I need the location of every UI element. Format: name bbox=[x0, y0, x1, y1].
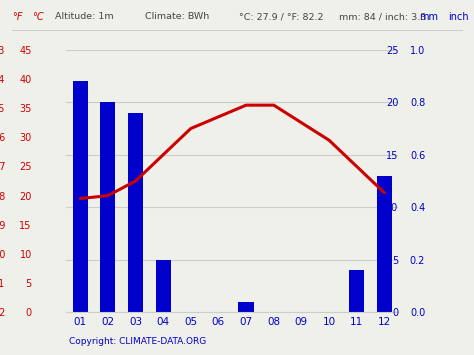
Text: °F: °F bbox=[12, 12, 22, 22]
Bar bbox=[238, 302, 254, 312]
Bar bbox=[100, 102, 116, 312]
Text: inch: inch bbox=[448, 12, 469, 22]
Text: Altitude: 1m: Altitude: 1m bbox=[55, 12, 113, 21]
Text: mm: 84 / inch: 3.3: mm: 84 / inch: 3.3 bbox=[339, 12, 426, 21]
Bar bbox=[377, 176, 392, 312]
Text: Climate: BWh: Climate: BWh bbox=[145, 12, 209, 21]
Text: Copyright: CLIMATE-DATA.ORG: Copyright: CLIMATE-DATA.ORG bbox=[69, 337, 206, 346]
Text: mm: mm bbox=[419, 12, 438, 22]
Bar bbox=[128, 113, 143, 312]
Bar bbox=[73, 81, 88, 312]
Bar bbox=[349, 271, 365, 312]
Bar bbox=[155, 260, 171, 312]
Text: °C: °C bbox=[32, 12, 44, 22]
Text: °C: 27.9 / °F: 82.2: °C: 27.9 / °F: 82.2 bbox=[239, 12, 324, 21]
